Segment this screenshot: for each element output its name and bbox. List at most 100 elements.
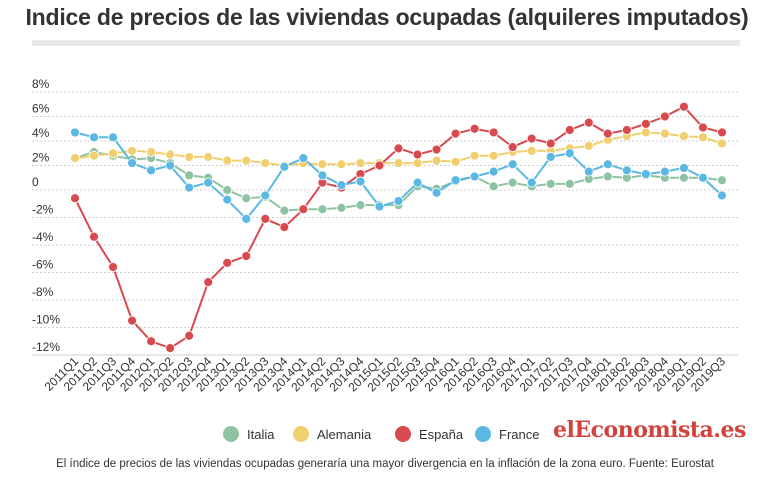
legend-label: Alemania bbox=[317, 427, 372, 442]
data-point bbox=[393, 196, 404, 206]
y-tick-label: 4% bbox=[32, 126, 50, 140]
data-point bbox=[260, 158, 271, 168]
title-divider bbox=[32, 40, 740, 46]
data-point bbox=[602, 159, 613, 170]
series-line bbox=[74, 105, 723, 350]
data-point bbox=[70, 193, 80, 204]
data-point bbox=[583, 140, 594, 151]
y-tick-label: 6% bbox=[32, 102, 50, 116]
data-point bbox=[393, 143, 404, 154]
y-tick-label: -4% bbox=[32, 230, 54, 244]
y-tick-label: -2% bbox=[32, 203, 54, 217]
data-point bbox=[488, 181, 499, 192]
data-point bbox=[507, 159, 518, 170]
data-point bbox=[564, 125, 575, 135]
data-point bbox=[222, 257, 233, 268]
data-point bbox=[660, 111, 670, 122]
y-tick-label: 2% bbox=[32, 151, 50, 165]
data-point bbox=[222, 155, 233, 166]
source-footnote: El índice de precios de las viviendas oc… bbox=[56, 458, 714, 470]
data-point bbox=[679, 172, 689, 183]
legend-item: España bbox=[395, 426, 464, 442]
legend-label: España bbox=[419, 427, 464, 442]
data-point bbox=[317, 159, 328, 170]
data-point bbox=[260, 213, 271, 224]
data-point bbox=[640, 169, 651, 179]
chart-title: Indice de precios de las viviendas ocupa… bbox=[25, 4, 749, 30]
data-point bbox=[621, 125, 632, 135]
data-point bbox=[355, 158, 366, 168]
data-point bbox=[679, 101, 689, 112]
data-point bbox=[526, 177, 537, 188]
x-axis-ticks: 2011Q12011Q22011Q32011Q42012Q12012Q22012… bbox=[42, 354, 729, 394]
data-point bbox=[355, 200, 366, 211]
data-point bbox=[108, 132, 118, 143]
legend-label: Italia bbox=[247, 427, 275, 442]
data-point bbox=[660, 128, 670, 139]
y-tick-label: -8% bbox=[32, 285, 54, 299]
data-point bbox=[89, 231, 99, 242]
series-lines bbox=[70, 101, 727, 354]
data-point bbox=[507, 142, 518, 153]
data-point bbox=[241, 155, 252, 166]
y-tick-label: 8% bbox=[32, 77, 50, 91]
legend-swatch bbox=[293, 426, 309, 442]
data-point bbox=[469, 123, 480, 134]
data-point bbox=[469, 171, 480, 182]
data-point bbox=[526, 145, 537, 156]
data-point bbox=[184, 330, 195, 341]
data-point bbox=[640, 127, 651, 138]
data-point bbox=[698, 132, 708, 143]
data-point bbox=[127, 158, 137, 168]
y-axis-ticks: 8% 6% 4% 2% 0 -2% -4% -6% -8% -10% -12% bbox=[32, 77, 60, 354]
data-point bbox=[450, 128, 461, 139]
data-point bbox=[355, 176, 366, 187]
data-point bbox=[279, 161, 290, 172]
legend: Italia Alemania España France bbox=[223, 426, 539, 442]
data-point bbox=[317, 170, 328, 181]
data-point bbox=[717, 190, 727, 201]
data-point bbox=[203, 177, 214, 188]
data-point bbox=[336, 202, 347, 213]
data-point bbox=[412, 149, 423, 160]
data-point bbox=[146, 147, 157, 157]
data-point bbox=[469, 150, 480, 161]
data-point bbox=[488, 166, 499, 177]
data-point bbox=[602, 128, 613, 139]
data-point bbox=[545, 178, 556, 189]
data-point bbox=[488, 127, 499, 138]
data-point bbox=[89, 132, 99, 143]
data-point bbox=[698, 172, 708, 183]
data-point bbox=[241, 251, 252, 261]
data-point bbox=[564, 148, 575, 159]
brand-logo: elEconomista.es bbox=[553, 417, 746, 443]
data-point bbox=[165, 343, 176, 354]
data-point bbox=[127, 315, 137, 326]
data-point bbox=[260, 190, 271, 201]
legend-item: France bbox=[475, 426, 539, 442]
data-point bbox=[431, 187, 442, 198]
data-point bbox=[108, 148, 118, 159]
data-point bbox=[374, 160, 385, 171]
data-point bbox=[146, 336, 157, 347]
data-point bbox=[602, 171, 613, 182]
legend-item: Alemania bbox=[293, 426, 372, 442]
data-point bbox=[526, 133, 537, 144]
data-point bbox=[298, 204, 309, 215]
legend-swatch bbox=[395, 426, 411, 442]
data-point bbox=[717, 138, 727, 149]
data-point bbox=[184, 170, 195, 181]
data-point bbox=[336, 180, 347, 191]
data-point bbox=[679, 131, 689, 142]
data-point bbox=[545, 138, 556, 149]
data-point bbox=[412, 158, 423, 168]
data-point bbox=[89, 150, 99, 161]
data-point bbox=[564, 178, 575, 189]
data-point bbox=[545, 152, 556, 162]
data-point bbox=[279, 222, 290, 233]
series-españa bbox=[70, 101, 727, 354]
y-tick-label: -12% bbox=[32, 340, 60, 354]
data-point bbox=[621, 165, 632, 176]
data-point bbox=[165, 149, 176, 160]
data-point bbox=[241, 213, 252, 224]
